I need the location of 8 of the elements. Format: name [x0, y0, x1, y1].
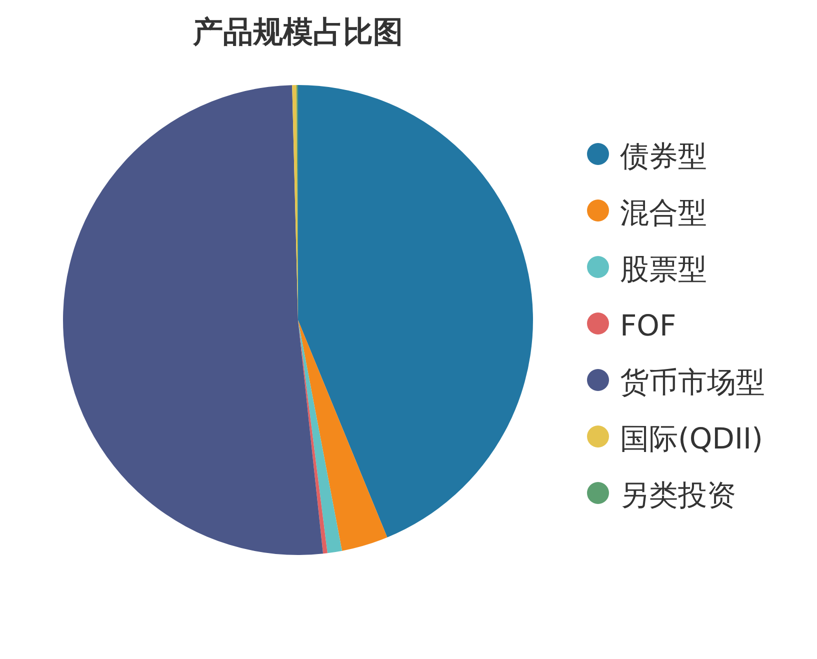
legend-label: 货币市场型 [620, 365, 765, 399]
legend-label: 国际(QDII) [620, 422, 763, 456]
legend-label: 债券型 [620, 139, 707, 173]
legend-label: 股票型 [620, 252, 707, 286]
chart-title: 产品规模占比图 [192, 15, 403, 50]
legend-label: 混合型 [620, 196, 707, 230]
legend-label: 另类投资 [620, 478, 736, 512]
legend-label: FOF [620, 308, 676, 342]
